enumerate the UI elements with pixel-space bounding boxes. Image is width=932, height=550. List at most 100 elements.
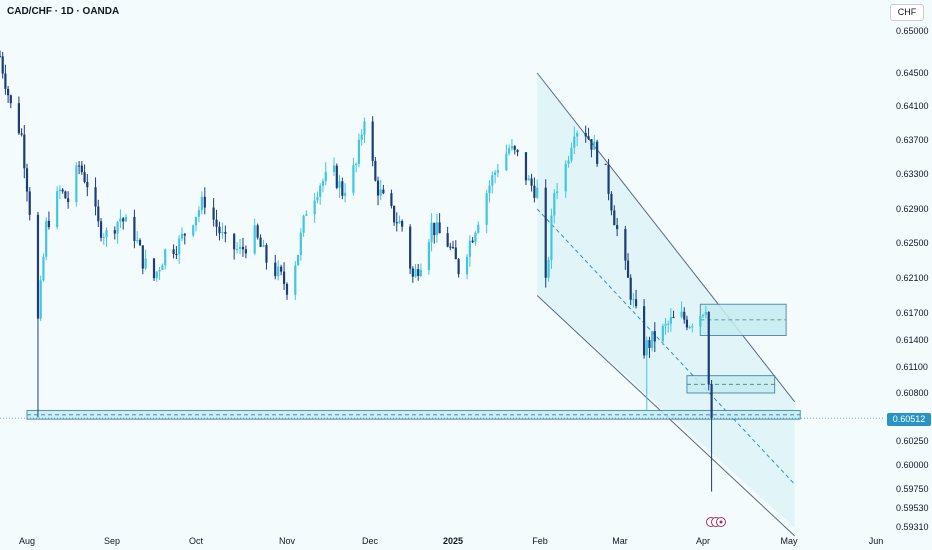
x-tick-label: Dec [362,536,379,546]
candle-body [645,340,648,356]
y-tick-label: 0.62100 [896,273,929,283]
candle-body [411,268,414,277]
candle-body [699,316,702,327]
candle-body [505,153,508,171]
candle-body [116,222,119,234]
candle-body [516,149,519,153]
candle-body [23,134,26,169]
candle-body [180,233,184,239]
candle-body [363,121,366,135]
candle-body [371,121,374,161]
candle-body [36,214,40,319]
y-tick-label: 0.64100 [896,101,929,111]
candle-body [468,240,471,257]
y-tick-label: 0.64500 [896,68,929,78]
candle-body [192,225,195,236]
candle-body [47,220,51,228]
candle-body [64,191,67,199]
symbol-title[interactable]: CAD/CHF · 1D · OANDA [7,6,120,17]
candle-body [253,225,256,254]
candle-body [667,323,670,325]
candle-body [374,160,377,181]
candle-body [122,218,125,222]
currency-selector[interactable]: CHF [890,4,924,21]
candle-body [651,331,654,348]
candle-body [451,247,455,249]
candle-body [97,206,100,222]
events-icon[interactable] [706,515,726,529]
candle-body [417,269,420,276]
candle-body [691,326,694,328]
candle-body [352,165,355,193]
y-tick-label: 0.61700 [896,308,929,318]
candle-body [56,191,59,228]
candle-body [576,133,579,137]
candle-body [238,246,242,249]
candle-body [294,265,297,295]
x-tick-label: Mar [612,536,628,546]
candle-body [83,172,86,182]
candle-body [233,233,236,250]
candle-body [584,133,587,137]
candle-body [172,249,175,255]
candle-body [593,141,596,150]
candle-body [379,189,382,196]
candle-body [20,133,23,135]
candle-body [438,222,441,234]
candle-body [274,262,277,277]
candle-body [430,222,433,243]
candle-body [39,280,42,319]
candle-body [613,210,616,226]
candle-body [4,73,7,89]
candle-body [319,185,322,198]
candle-body [604,163,607,165]
candle-body [197,210,201,217]
x-tick-label: Feb [532,536,548,546]
y-tick-label: 0.62500 [896,238,929,248]
candle-body [80,165,83,173]
candle-body [401,221,404,227]
candle-body [99,221,103,238]
candle-body [669,317,672,324]
candle-body [488,185,491,194]
candle-body [382,189,385,194]
candle-body [133,216,136,241]
candle-body [203,196,206,208]
candle-body [296,255,300,266]
x-tick-label: Oct [189,536,204,546]
candle-body [321,181,325,186]
candle-body [376,180,380,196]
candle-body [259,237,262,247]
candle-body [596,141,599,164]
candle-body [183,233,186,236]
candle-body [241,246,245,250]
current-price-badge: 0.60512 [887,413,931,426]
zone-layer [0,303,884,420]
y-tick-label: 0.59530 [896,503,929,513]
candle-body [398,221,401,224]
candle-body [144,258,147,269]
x-tick-label: Aug [19,536,35,546]
candle-body [513,146,516,150]
candle-body [355,163,358,166]
candle-body [427,242,431,271]
candle-body [607,164,610,194]
x-tick-label: Apr [696,536,710,546]
candle-body [433,222,436,236]
candle-body [701,314,705,317]
candle-body [524,152,528,181]
channel-upper-line [536,72,796,403]
candle-body [570,147,573,161]
candle-body [357,139,361,164]
candle-body [648,340,651,348]
candle-body [256,225,259,238]
candle-body [324,171,327,182]
candle-body [141,245,144,269]
candle-body [454,247,457,260]
candle-body [175,254,178,256]
candle-body [280,266,283,272]
candle-body [573,136,576,148]
candle-body [67,198,70,202]
